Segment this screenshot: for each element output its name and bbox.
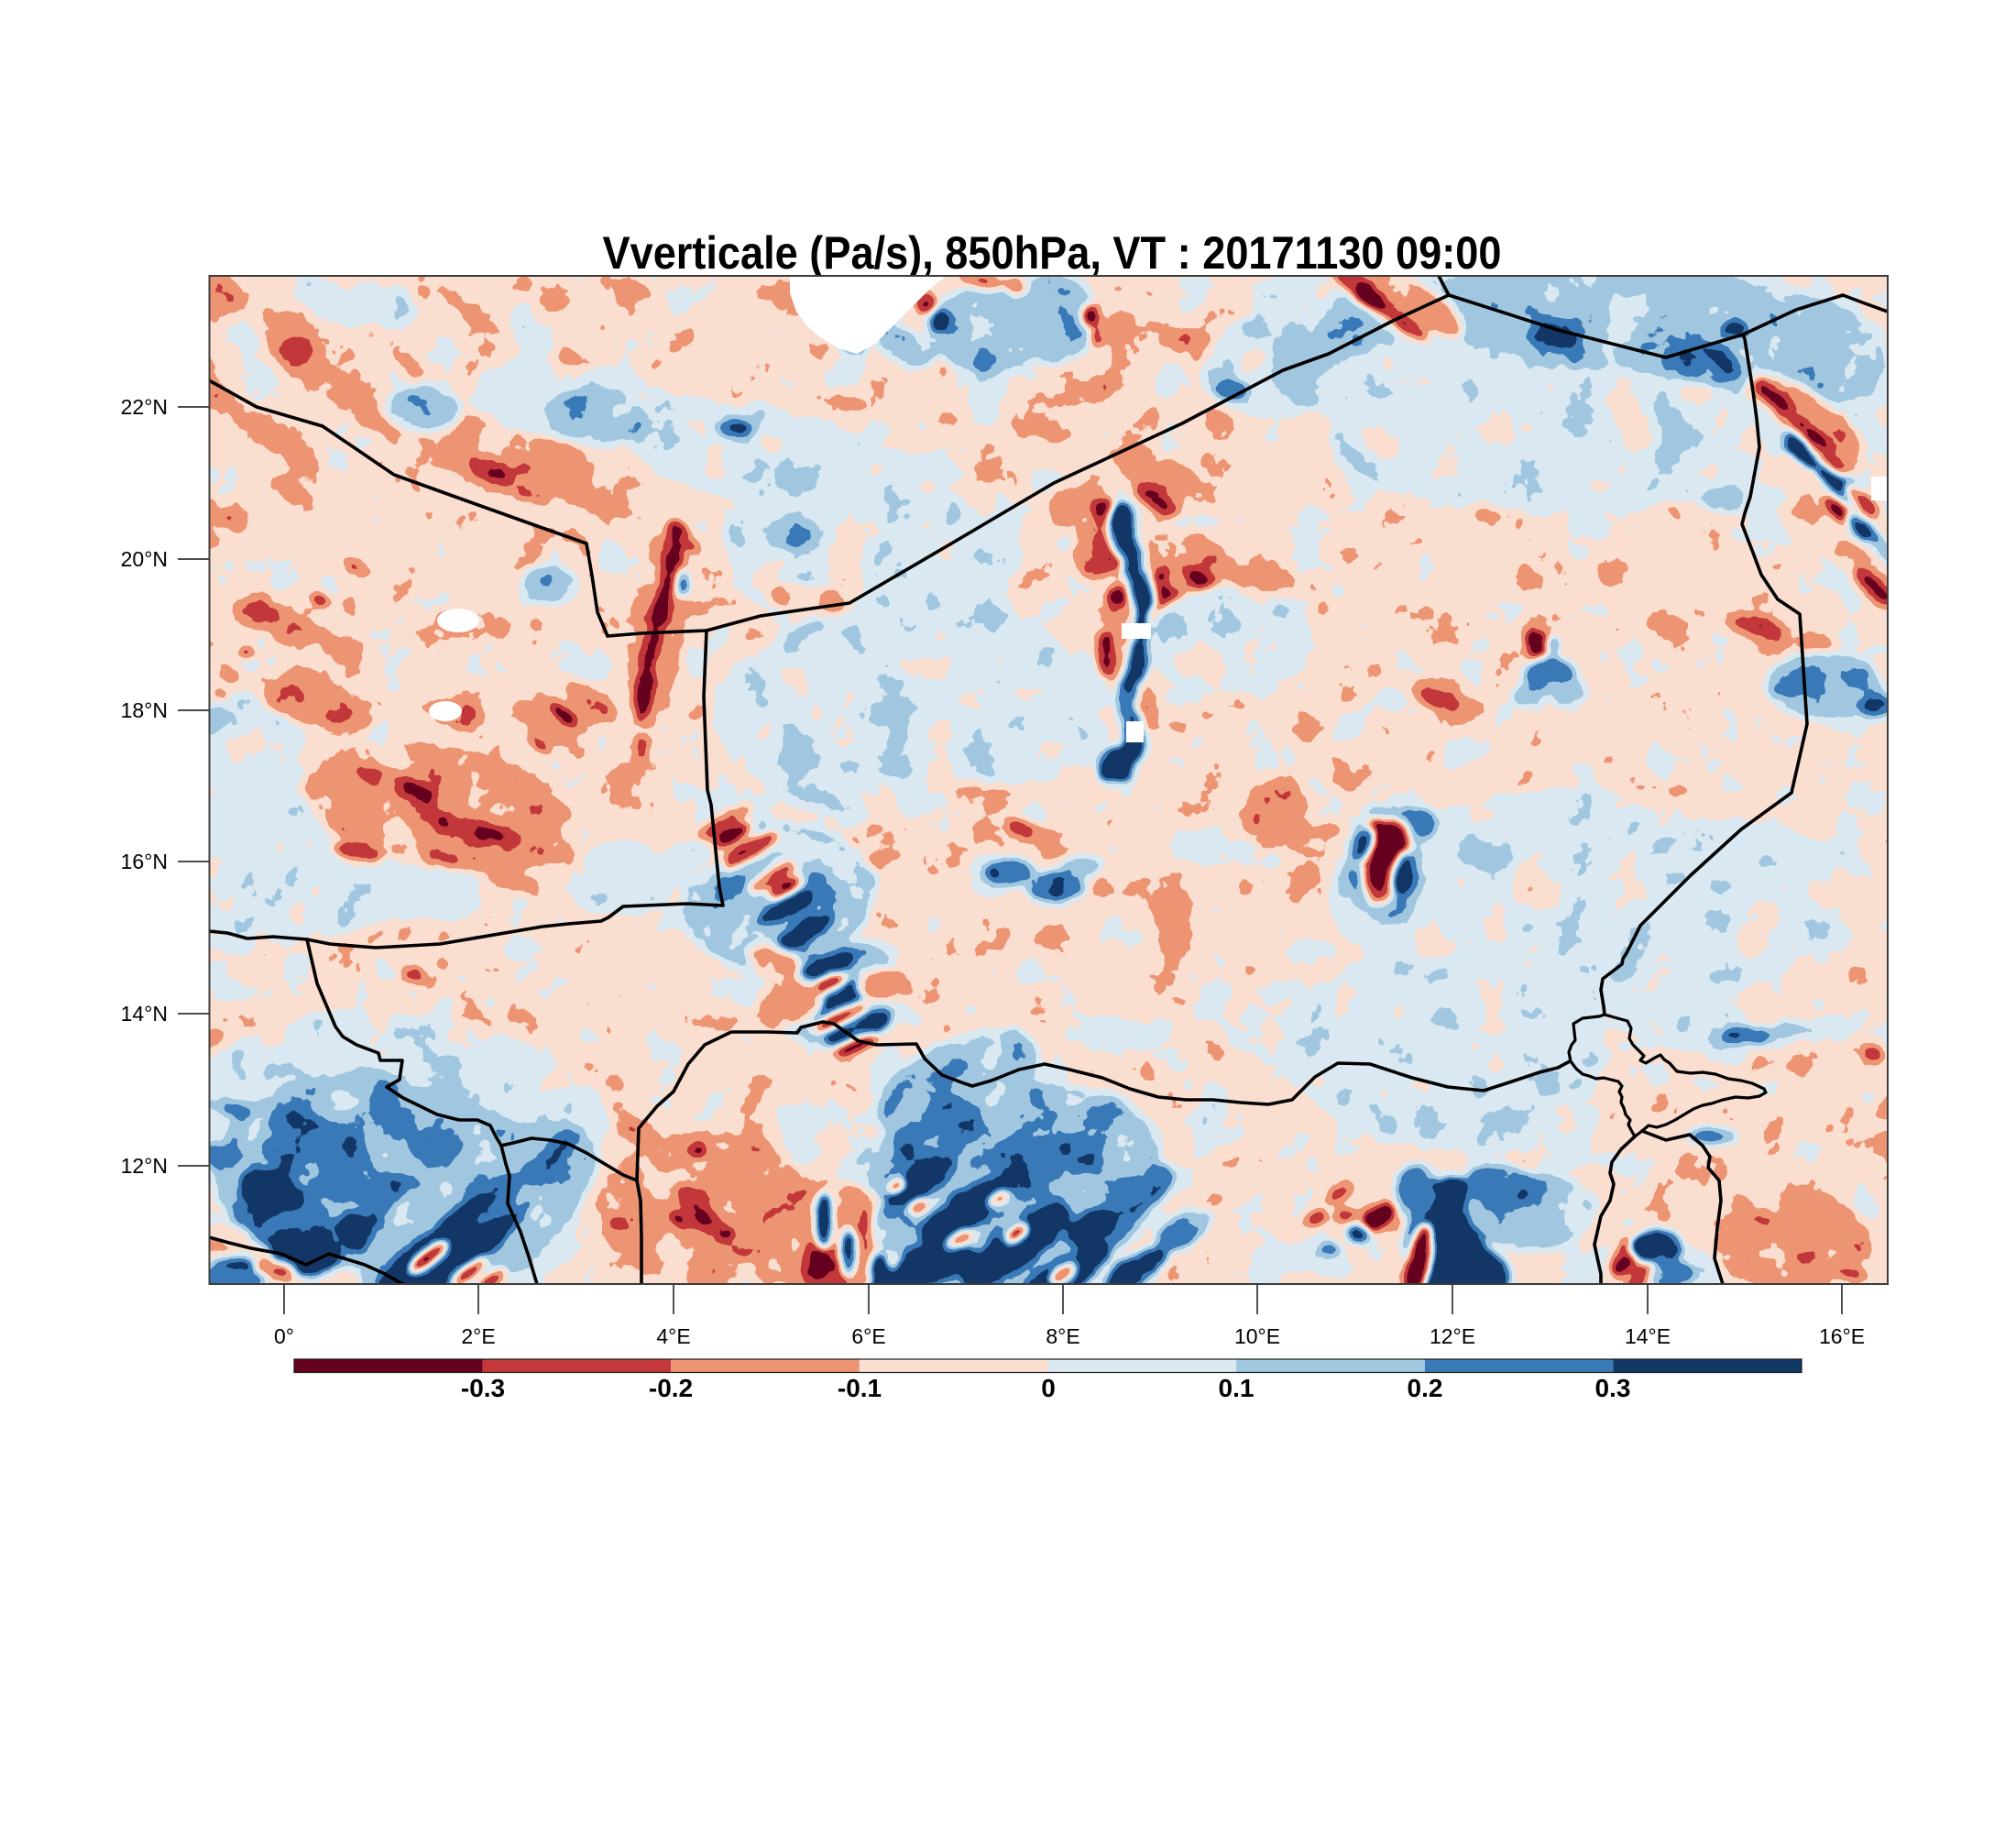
svg-text:20°N: 20°N bbox=[121, 547, 168, 571]
svg-text:0.2: 0.2 bbox=[1408, 1374, 1443, 1402]
svg-text:0°: 0° bbox=[274, 1324, 294, 1348]
svg-text:12°N: 12°N bbox=[121, 1154, 168, 1178]
svg-text:0: 0 bbox=[1041, 1374, 1056, 1402]
svg-text:0.3: 0.3 bbox=[1595, 1374, 1631, 1402]
svg-text:14°E: 14°E bbox=[1625, 1324, 1671, 1348]
svg-text:Vverticale (Pa/s), 850hPa, VT: Vverticale (Pa/s), 850hPa, VT : 20171130… bbox=[603, 227, 1502, 279]
svg-text:-0.3: -0.3 bbox=[461, 1374, 505, 1402]
svg-text:22°N: 22°N bbox=[121, 395, 168, 419]
svg-text:2°E: 2°E bbox=[461, 1324, 495, 1348]
svg-text:12°E: 12°E bbox=[1430, 1324, 1475, 1348]
svg-text:4°E: 4°E bbox=[656, 1324, 690, 1348]
svg-text:16°E: 16°E bbox=[1819, 1324, 1865, 1348]
svg-text:-0.2: -0.2 bbox=[649, 1374, 693, 1402]
svg-text:18°N: 18°N bbox=[121, 698, 168, 722]
svg-text:10°E: 10°E bbox=[1234, 1324, 1280, 1348]
svg-text:8°E: 8°E bbox=[1046, 1324, 1079, 1348]
svg-text:16°N: 16°N bbox=[121, 850, 168, 873]
svg-text:14°N: 14°N bbox=[121, 1002, 168, 1026]
svg-text:6°E: 6°E bbox=[851, 1324, 885, 1348]
svg-text:0.1: 0.1 bbox=[1219, 1374, 1255, 1402]
svg-text:-0.1: -0.1 bbox=[838, 1374, 882, 1402]
